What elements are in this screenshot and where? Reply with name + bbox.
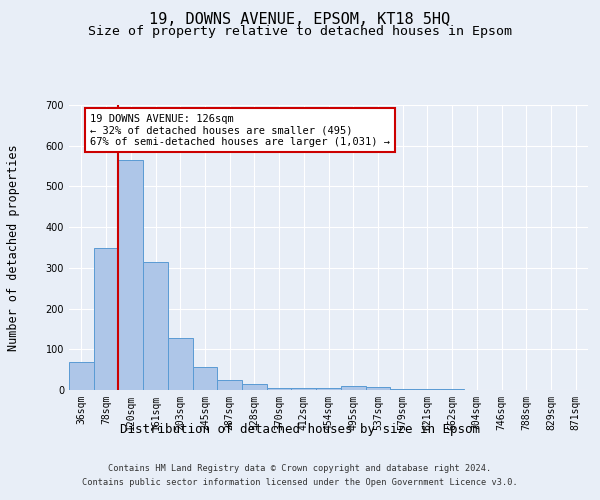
Text: Contains public sector information licensed under the Open Government Licence v3: Contains public sector information licen…	[82, 478, 518, 487]
Bar	[118, 160, 143, 390]
Bar	[341, 386, 365, 390]
Bar	[415, 389, 440, 390]
Bar	[440, 389, 464, 390]
Text: 19, DOWNS AVENUE, EPSOM, KT18 5HQ: 19, DOWNS AVENUE, EPSOM, KT18 5HQ	[149, 12, 451, 28]
Bar	[193, 367, 217, 390]
Text: Size of property relative to detached houses in Epsom: Size of property relative to detached ho…	[88, 25, 512, 38]
Bar	[143, 262, 168, 390]
Bar	[292, 388, 316, 390]
Bar	[390, 389, 415, 390]
Bar	[267, 388, 292, 390]
Bar	[168, 338, 193, 390]
Bar	[316, 388, 341, 390]
Text: 19 DOWNS AVENUE: 126sqm
← 32% of detached houses are smaller (495)
67% of semi-d: 19 DOWNS AVENUE: 126sqm ← 32% of detache…	[90, 114, 390, 147]
Bar	[217, 380, 242, 390]
Text: Contains HM Land Registry data © Crown copyright and database right 2024.: Contains HM Land Registry data © Crown c…	[109, 464, 491, 473]
Bar	[69, 362, 94, 390]
Text: Distribution of detached houses by size in Epsom: Distribution of detached houses by size …	[120, 422, 480, 436]
Bar	[365, 387, 390, 390]
Bar	[94, 248, 118, 390]
Y-axis label: Number of detached properties: Number of detached properties	[7, 144, 20, 351]
Bar	[242, 384, 267, 390]
